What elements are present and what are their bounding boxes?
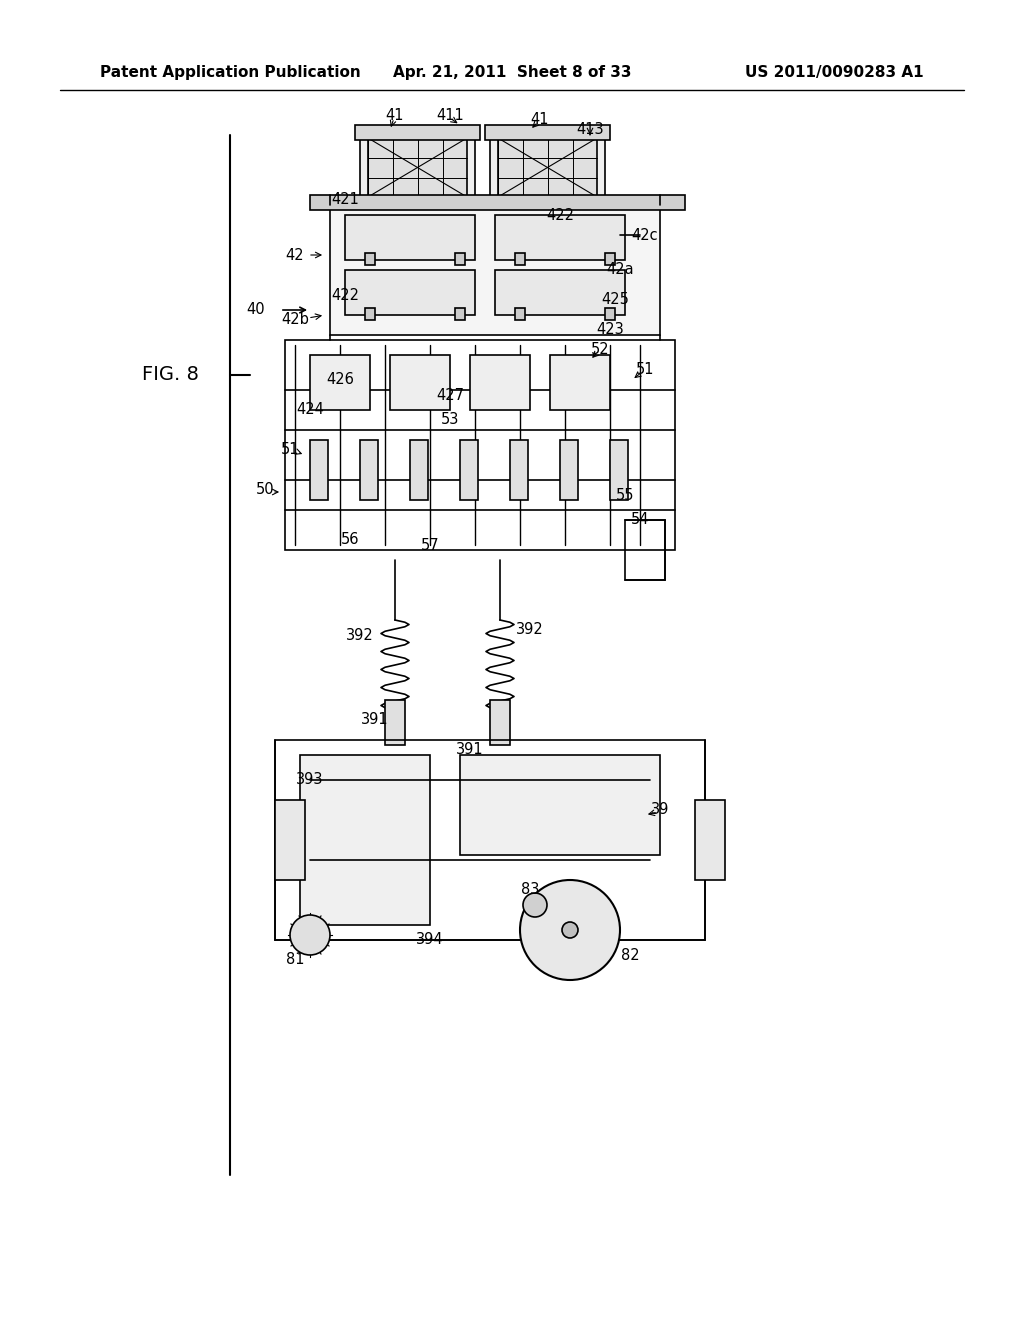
Bar	[460, 755, 660, 855]
Text: 391: 391	[361, 713, 389, 727]
Bar	[605, 308, 615, 319]
Bar	[360, 129, 475, 205]
Bar	[310, 195, 685, 210]
Text: 54: 54	[631, 512, 649, 528]
Bar	[275, 741, 705, 940]
Bar	[300, 755, 430, 925]
Bar	[498, 139, 597, 197]
Text: FIG. 8: FIG. 8	[141, 366, 199, 384]
Bar	[385, 700, 406, 744]
Text: 82: 82	[621, 948, 639, 962]
Bar	[365, 308, 375, 319]
Bar	[390, 355, 450, 411]
Bar	[455, 253, 465, 265]
Circle shape	[290, 915, 330, 954]
Bar	[490, 129, 605, 205]
Text: 42b: 42b	[281, 313, 309, 327]
Text: 413: 413	[577, 123, 604, 137]
Bar	[360, 440, 378, 500]
Bar	[510, 440, 528, 500]
Text: 425: 425	[601, 293, 629, 308]
Text: 41: 41	[386, 107, 404, 123]
Text: Patent Application Publication: Patent Application Publication	[100, 65, 360, 79]
Bar	[610, 440, 628, 500]
Text: 426: 426	[326, 372, 354, 388]
Text: 392: 392	[516, 623, 544, 638]
Text: 421: 421	[331, 193, 359, 207]
Text: 427: 427	[436, 388, 464, 403]
Bar	[365, 253, 375, 265]
Bar	[550, 355, 610, 411]
Text: 411: 411	[436, 107, 464, 123]
Text: 40: 40	[247, 302, 265, 318]
Text: 39: 39	[651, 803, 670, 817]
Text: 41: 41	[530, 112, 549, 128]
Text: 393: 393	[296, 772, 324, 788]
Bar	[470, 355, 530, 411]
Text: 51: 51	[636, 363, 654, 378]
Text: 392: 392	[346, 627, 374, 643]
Text: 422: 422	[331, 288, 359, 302]
Bar	[410, 440, 428, 500]
Bar	[485, 125, 610, 140]
Text: 56: 56	[341, 532, 359, 548]
Text: Apr. 21, 2011  Sheet 8 of 33: Apr. 21, 2011 Sheet 8 of 33	[393, 65, 631, 79]
Text: 394: 394	[416, 932, 443, 948]
Bar	[490, 700, 510, 744]
Circle shape	[340, 805, 410, 875]
Bar	[515, 253, 525, 265]
Circle shape	[520, 880, 620, 979]
Text: 422: 422	[546, 207, 574, 223]
Text: 42a: 42a	[606, 263, 634, 277]
Text: 391: 391	[456, 742, 483, 758]
Bar	[285, 341, 675, 550]
Bar	[605, 253, 615, 265]
Text: US 2011/0090283 A1: US 2011/0090283 A1	[745, 65, 924, 79]
Bar	[625, 520, 665, 579]
Text: 50: 50	[256, 483, 274, 498]
Text: 57: 57	[421, 537, 439, 553]
Text: 42c: 42c	[632, 227, 658, 243]
Bar	[368, 139, 467, 197]
Text: 81: 81	[286, 953, 304, 968]
Bar	[560, 440, 578, 500]
Text: 55: 55	[615, 487, 634, 503]
Bar	[345, 271, 475, 315]
Bar	[515, 308, 525, 319]
Circle shape	[562, 921, 578, 939]
Bar	[345, 215, 475, 260]
Text: 42: 42	[286, 248, 304, 263]
Bar	[455, 308, 465, 319]
Bar	[275, 800, 305, 880]
Text: 52: 52	[591, 342, 609, 358]
Bar	[310, 440, 328, 500]
Bar	[355, 125, 480, 140]
Circle shape	[355, 820, 395, 861]
Text: 424: 424	[296, 403, 324, 417]
Bar	[460, 440, 478, 500]
Bar	[495, 271, 625, 315]
Text: 53: 53	[440, 412, 459, 428]
Circle shape	[523, 894, 547, 917]
Bar	[310, 355, 370, 411]
Text: 83: 83	[521, 883, 540, 898]
Text: 423: 423	[596, 322, 624, 338]
Bar	[695, 800, 725, 880]
Bar	[495, 215, 625, 260]
Text: 51: 51	[281, 442, 299, 458]
Bar	[330, 205, 660, 335]
